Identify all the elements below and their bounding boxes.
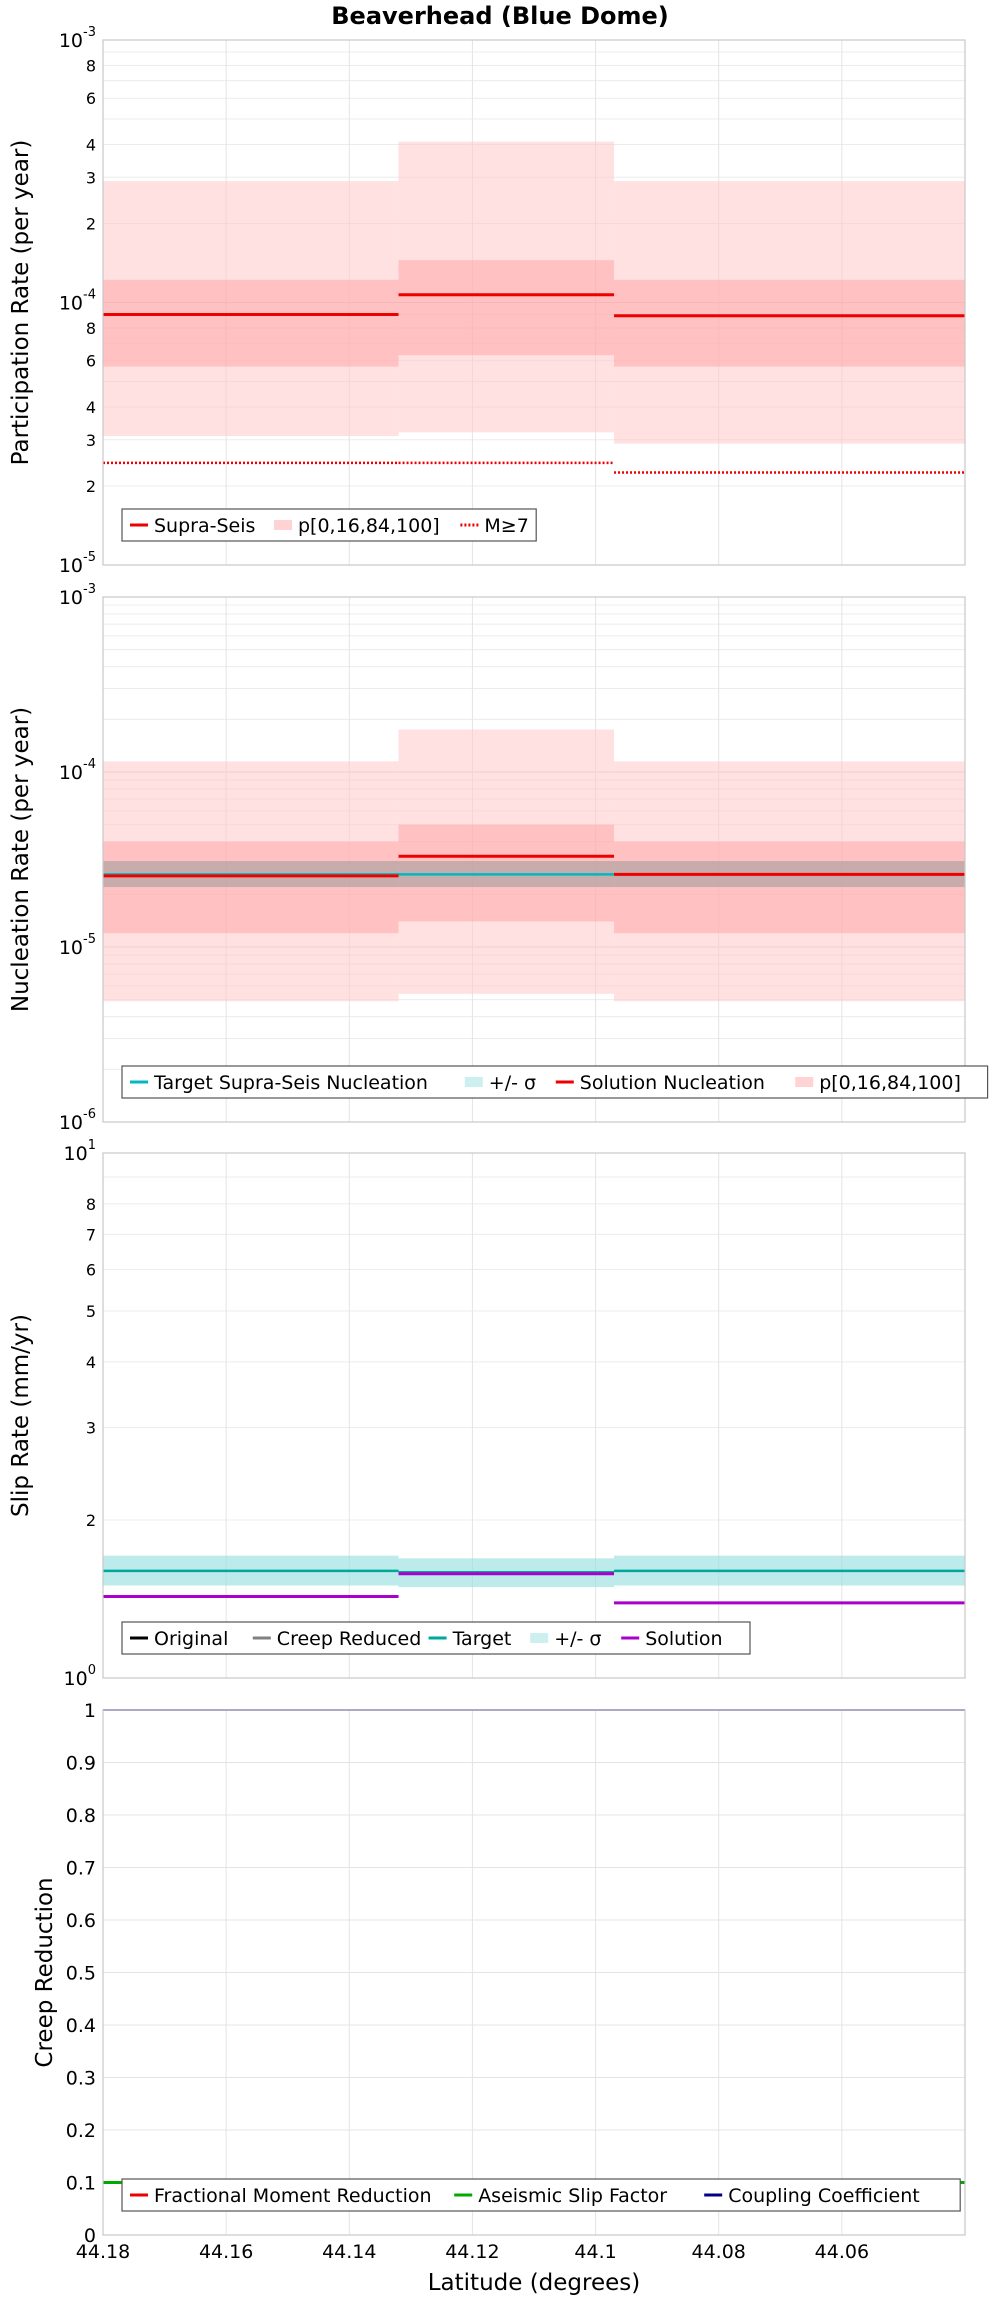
- y-tick-label-minor: 6: [86, 89, 96, 108]
- y-tick-label: 0.5: [66, 1963, 96, 1985]
- y-tick-label-major: 10-3: [59, 25, 96, 52]
- y-tick-label-minor: 4: [86, 1353, 96, 1372]
- y-tick-label-minor: 8: [86, 319, 96, 338]
- participation-band-inner: [103, 279, 399, 367]
- y-tick-label-minor: 6: [86, 1260, 96, 1279]
- participation-band-inner: [398, 260, 615, 356]
- legend-label: Solution: [645, 1628, 722, 1650]
- legend-box: [121, 1621, 751, 1655]
- legend-label: +/- σ: [489, 1072, 536, 1094]
- x-tick-label: 44.08: [692, 2241, 746, 2263]
- legend-swatch: [530, 1633, 549, 1643]
- legend-swatch: [795, 1077, 814, 1087]
- y-tick-label-major: 10-5: [59, 932, 96, 959]
- y-tick-label-minor: 3: [86, 168, 96, 187]
- y-axis-label: Slip Rate (mm/yr): [8, 1314, 34, 1517]
- y-tick-label-major: 100: [64, 1663, 96, 1690]
- chart-title: Beaverhead (Blue Dome): [331, 2, 669, 30]
- legend-label: Target: [452, 1628, 512, 1650]
- legend-label: M≥7: [484, 515, 528, 537]
- legend-label: Coupling Coefficient: [728, 2185, 920, 2207]
- legend-label: Fractional Moment Reduction: [154, 2185, 432, 2207]
- participation-band-outer: [614, 181, 965, 444]
- y-axis-label: Participation Rate (per year): [8, 140, 34, 466]
- y-tick-label-minor: 3: [86, 431, 96, 450]
- legend-label: Solution Nucleation: [580, 1072, 765, 1094]
- legend-label: Original: [154, 1628, 228, 1650]
- x-tick-label: 44.1: [574, 2241, 616, 2263]
- x-tick-label: 44.12: [445, 2241, 499, 2263]
- participation-band-inner: [614, 279, 965, 367]
- legend-label: Target Supra-Seis Nucleation: [153, 1072, 428, 1094]
- legend-box: [121, 508, 537, 542]
- y-tick-label: 0.6: [66, 1910, 96, 1932]
- y-tick-label-major: 10-5: [59, 550, 96, 577]
- nucleation-band-inner: [103, 841, 399, 934]
- participation-band-outer: [398, 141, 615, 433]
- legend-label: Creep Reduced: [277, 1628, 421, 1650]
- legend-swatch: [464, 1077, 483, 1087]
- y-tick-label: 0.8: [66, 1805, 96, 1827]
- legend-box: [121, 2178, 961, 2212]
- plot-border-2: [102, 1152, 966, 1679]
- y-tick-label-major: 10-3: [59, 582, 96, 609]
- legend-label: p[0,16,84,100]: [298, 515, 440, 537]
- y-tick-label: 0.7: [66, 1858, 96, 1880]
- x-tick-label: 44.18: [76, 2241, 130, 2263]
- y-axis-label: Creep Reduction: [32, 1877, 58, 2067]
- plot-area-2: [103, 1153, 965, 1678]
- y-tick-label: 0.4: [66, 2015, 96, 2037]
- legend-label: Aseismic Slip Factor: [478, 2185, 667, 2207]
- y-axis-label: Nucleation Rate (per year): [8, 707, 34, 1012]
- x-tick-label: 44.06: [815, 2241, 869, 2263]
- y-tick-label-major: 10-6: [59, 1107, 96, 1134]
- y-tick-label-minor: 4: [86, 135, 96, 154]
- plot-border-1: [102, 596, 966, 1123]
- y-tick-label-minor: 8: [86, 1195, 96, 1214]
- y-tick-label-minor: 7: [86, 1225, 96, 1244]
- legend-label: p[0,16,84,100]: [819, 1072, 961, 1094]
- y-tick-label: 0.3: [66, 2068, 96, 2090]
- y-tick-label-minor: 2: [86, 477, 96, 496]
- plot-border-3: [102, 1709, 966, 2236]
- y-tick-label-minor: 5: [86, 1302, 96, 1321]
- x-tick-label: 44.14: [322, 2241, 376, 2263]
- y-tick-label-major: 10-4: [59, 757, 96, 784]
- nucleation-band-inner: [614, 841, 965, 934]
- y-tick-label-major: 10-4: [59, 288, 96, 315]
- y-tick-label: 1: [84, 1700, 96, 1722]
- y-tick-label: 0: [84, 2225, 96, 2247]
- y-tick-label-minor: 8: [86, 56, 96, 75]
- legend-swatch: [274, 520, 292, 530]
- y-tick-label: 0.2: [66, 2120, 96, 2142]
- y-tick-label-minor: 4: [86, 398, 96, 417]
- legend-label: Supra-Seis: [154, 515, 255, 537]
- y-tick-label-minor: 6: [86, 352, 96, 371]
- plot-border-0: [102, 39, 966, 566]
- y-tick-label: 0.9: [66, 1753, 96, 1775]
- y-tick-label-minor: 2: [86, 1511, 96, 1530]
- y-tick-label-minor: 2: [86, 214, 96, 233]
- legend-box: [121, 1065, 989, 1099]
- participation-band-outer: [103, 181, 399, 437]
- y-tick-label-major: 101: [64, 1138, 96, 1165]
- y-tick-label-minor: 3: [86, 1419, 96, 1438]
- x-axis-label: Latitude (degrees): [428, 2270, 641, 2296]
- y-tick-label: 0.1: [66, 2173, 96, 2195]
- legend-label: +/- σ: [554, 1628, 601, 1650]
- x-tick-label: 44.16: [199, 2241, 253, 2263]
